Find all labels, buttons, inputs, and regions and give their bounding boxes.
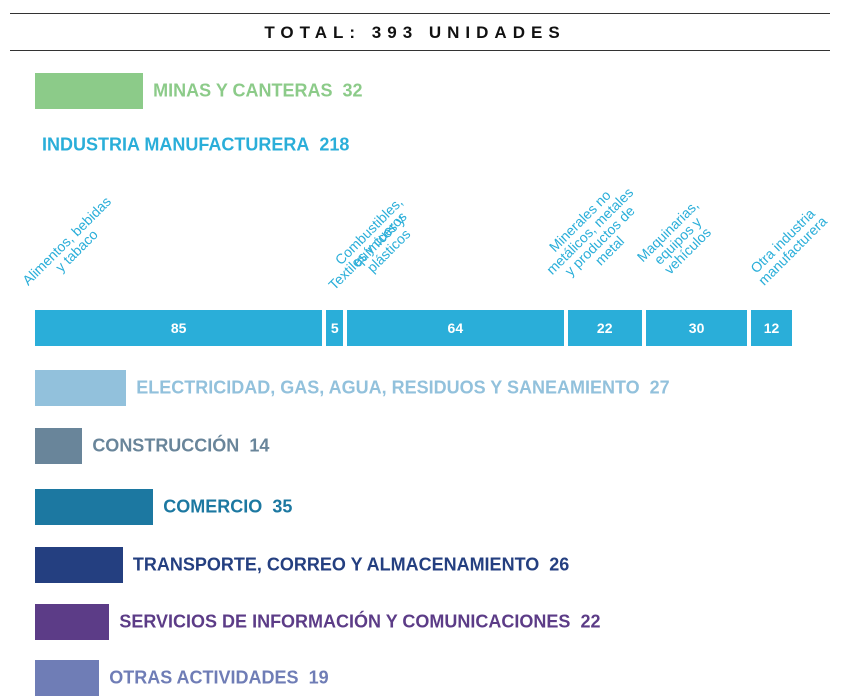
bar bbox=[35, 547, 123, 583]
bar-label: ELECTRICIDAD, GAS, AGUA, RESIDUOS Y SANE… bbox=[136, 378, 669, 399]
segment: 85 bbox=[35, 310, 323, 346]
bar-label: SERVICIOS DE INFORMACIÓN Y COMUNICACIONE… bbox=[119, 612, 600, 633]
value-label: 32 bbox=[342, 80, 363, 101]
segment-value: 30 bbox=[688, 320, 705, 336]
segment: 22 bbox=[567, 310, 642, 346]
category-label: COMERCIO bbox=[163, 496, 263, 517]
value-label: 19 bbox=[308, 667, 329, 688]
bottom-rule bbox=[10, 50, 830, 51]
segment-value: 64 bbox=[447, 320, 464, 336]
bar-label: INDUSTRIA MANUFACTURERA 218 bbox=[42, 135, 349, 156]
value-label: 218 bbox=[319, 134, 350, 155]
top-rule bbox=[10, 13, 830, 14]
bar bbox=[35, 489, 154, 525]
value-label: 35 bbox=[272, 496, 293, 517]
segment-label: Alimentos, bebidas y tabaco bbox=[19, 193, 115, 289]
value-label: 27 bbox=[649, 377, 670, 398]
bar-label: COMERCIO 35 bbox=[163, 497, 292, 518]
category-label: TRANSPORTE, CORREO Y ALMACENAMIENTO bbox=[132, 554, 540, 575]
chart-title: TOTAL: 393 UNIDADES bbox=[264, 23, 566, 42]
category-label: INDUSTRIA MANUFACTURERA bbox=[42, 134, 310, 155]
bar-label: OTRAS ACTIVIDADES 19 bbox=[109, 668, 328, 689]
bar bbox=[35, 73, 144, 109]
segment-value: 12 bbox=[763, 320, 780, 336]
segment: 5 bbox=[326, 310, 344, 346]
bar-label: CONSTRUCCIÓN 14 bbox=[92, 436, 269, 457]
segment: 64 bbox=[347, 310, 564, 346]
segment-value: 85 bbox=[170, 320, 187, 336]
category-label: CONSTRUCCIÓN bbox=[92, 435, 240, 456]
value-label: 26 bbox=[549, 554, 570, 575]
segment-label: Combustibles, químicos y plásticos bbox=[331, 193, 414, 276]
category-label: SERVICIOS DE INFORMACIÓN Y COMUNICACIONE… bbox=[119, 611, 571, 632]
bar bbox=[35, 428, 83, 464]
segment-value: 5 bbox=[330, 320, 339, 336]
bar bbox=[35, 370, 127, 406]
bar bbox=[35, 604, 110, 640]
category-label: ELECTRICIDAD, GAS, AGUA, RESIDUOS Y SANE… bbox=[136, 377, 640, 398]
bar bbox=[35, 660, 100, 696]
segment: 30 bbox=[645, 310, 748, 346]
segment-label: Otra industria manufacturera bbox=[747, 205, 831, 289]
category-label: MINAS Y CANTERAS bbox=[153, 80, 333, 101]
value-label: 22 bbox=[580, 611, 601, 632]
segment-value: 22 bbox=[596, 320, 613, 336]
bar-label: MINAS Y CANTERAS 32 bbox=[153, 81, 362, 102]
bar-label: TRANSPORTE, CORREO Y ALMACENAMIENTO 26 bbox=[133, 555, 569, 576]
value-label: 14 bbox=[249, 435, 270, 456]
segment: 12 bbox=[751, 310, 792, 346]
category-label: OTRAS ACTIVIDADES bbox=[109, 667, 299, 688]
